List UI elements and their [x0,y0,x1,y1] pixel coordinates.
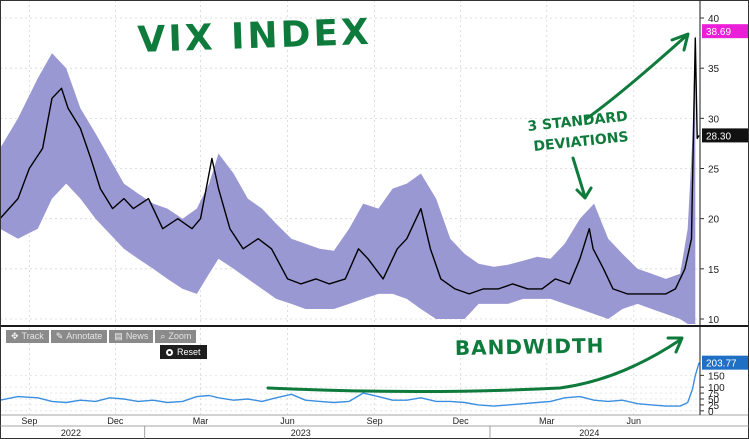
news-button[interactable]: ▤ News [109,330,154,343]
bandwidth-trend-arrow [266,336,684,393]
month-label-7: Jun [627,416,642,426]
main-y-axis: 10 15 20 25 30 35 40 [700,14,720,326]
crosshair-icon: ✥ [11,331,19,341]
last-value-labels: 38.69 28.30 203.77 [702,24,748,370]
y-tick-label-15: 15 [708,265,720,276]
upper-band-value-label: 38.69 [706,27,731,38]
chart-toolbar: ✥ Track ✎ Annotate ▤ News ⌕ Zoom [6,330,197,344]
upper-band-value-label-box [702,24,748,39]
y-tick-label-25: 25 [708,165,720,176]
bollinger-band-layer [0,31,696,324]
bandwidth-line-layer [0,362,700,407]
vix-line [0,37,700,295]
vix-trend-arrow [584,32,690,121]
handwritten-annotations: VIX INDEX 3 STANDARD DEVIATIONS BANDWIDT… [137,12,690,393]
bandwidth-value-label: 203.77 [706,359,737,370]
month-label-4: Sep [367,416,383,426]
pencil-icon: ✎ [55,331,64,341]
bandwidth-grid [0,328,700,414]
vix-value-label-box [702,128,748,143]
vix-line-layer [0,37,700,295]
bw-tick-label-25: 25 [708,401,720,412]
month-label-6: Mar [539,416,555,426]
track-button[interactable]: ✥ Track [6,330,49,343]
bandwidth-label: BANDWIDTH [455,333,605,360]
year-label-0: 2022 [61,428,81,438]
vix-index-title: VIX INDEX [137,12,373,61]
annotate-button[interactable]: ✎ Annotate [50,330,108,343]
y-tick-label-10: 10 [708,315,720,326]
month-label-1: Dec [107,416,124,426]
y-tick-label-40: 40 [708,14,720,25]
bw-tick-label-100: 100 [708,383,725,394]
year-label-1: 2023 [291,428,311,438]
year-label-2: 2024 [579,428,599,438]
bw-tick-label-75: 75 [708,389,720,400]
reset-button[interactable]: Reset [160,345,207,359]
bandwidth-value-label-box [702,355,748,370]
vix-value-label: 28.30 [706,131,731,142]
zoom-button[interactable]: ⌕ Zoom [155,330,197,343]
reset-icon [166,348,173,356]
month-label-2: Mar [193,416,209,426]
y-tick-label-35: 35 [708,64,720,75]
month-label-3: Jun [280,416,295,426]
month-label-5: Dec [453,416,470,426]
bw-tick-label-150: 150 [708,371,725,382]
bollinger-band-area [0,31,696,324]
y-tick-label-20: 20 [708,215,720,226]
time-x-axis: Sep Dec Mar Jun Sep Dec Mar Jun 2022 2023 2024 [0,416,749,439]
bw-tick-label-0: 0 [708,407,714,418]
bw-tick-label-50: 50 [708,395,720,406]
deviation-arrow [571,156,593,200]
magnifier-icon: ⌕ [160,331,166,341]
month-label-0: Sep [21,416,37,426]
newspaper-icon: ▤ [114,331,123,341]
bandwidth-line [0,362,700,407]
y-tick-label-30: 30 [708,114,720,125]
